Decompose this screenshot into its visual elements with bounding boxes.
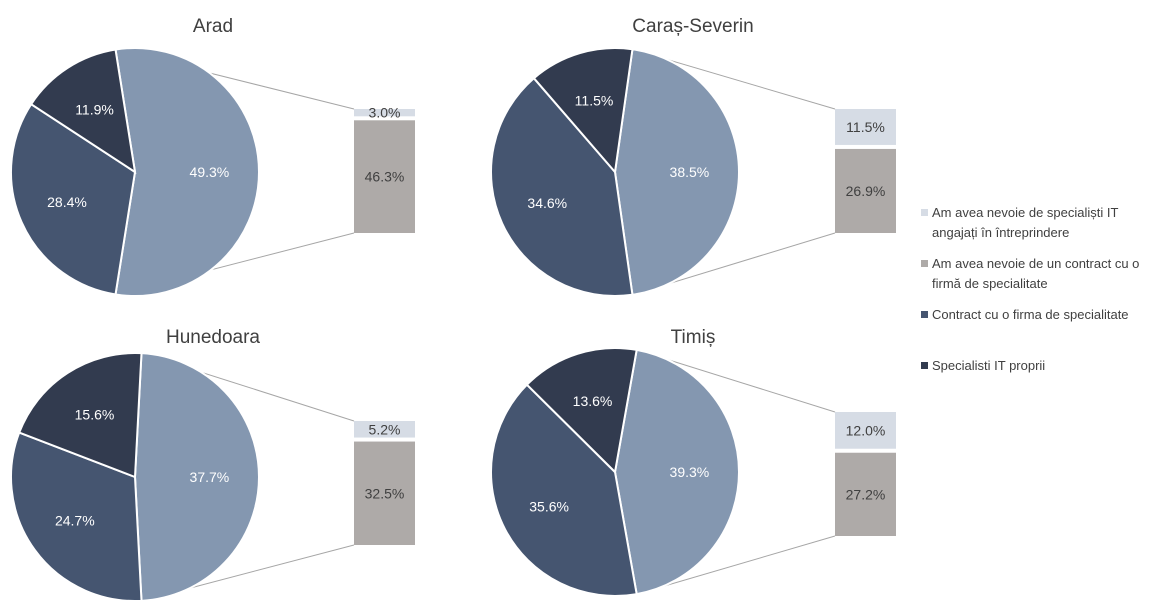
pie-slice-combined-need: [613, 48, 740, 296]
pie-slice-specialisti-it-proprii: [29, 48, 137, 175]
legend-label: Am avea nevoie de un contract cu o: [932, 256, 1139, 271]
bar-segment-nevoie-contract: [835, 452, 896, 536]
pie-slice-combined-need: [613, 348, 741, 596]
bar-segment-label: 11.5%: [846, 119, 885, 135]
bar-segment-label: 27.2%: [846, 486, 886, 502]
bar-segment-label: 32.5%: [365, 485, 405, 501]
bar-segment-label: 26.9%: [846, 183, 886, 199]
bar-segment-label: 5.2%: [369, 421, 401, 437]
legend-item-nevoie-specialisti: Am avea nevoie de specialiști IT angajați…: [921, 205, 1118, 240]
chart-title-timis: Timiș: [671, 327, 716, 348]
legend-label: Am avea nevoie de specialiști IT: [932, 205, 1118, 220]
pie-slice-contract-firma: [490, 76, 634, 297]
legend-label: Contract cu o firma de specialitate: [932, 307, 1129, 322]
bar-segment-nevoie-contract: [835, 148, 896, 233]
pie-slice-label: 28.4%: [47, 194, 87, 210]
chart-title-hunedoara: Hunedoara: [166, 327, 260, 348]
pie-slice-label: 15.6%: [75, 407, 115, 423]
bar-segment-nevoie-contract: [354, 441, 415, 545]
pie-slice-label: 13.6%: [573, 393, 613, 409]
chart-panels: Arad 49.3% 28.4% 11.9% 3.0% 46.3% Caraș-Severi…: [10, 16, 896, 602]
pie-slice-contract-firma: [490, 383, 638, 597]
chart-arad: Arad 49.3% 28.4% 11.9% 3.0% 46.3%: [10, 16, 415, 297]
pie-slice-combined-need: [133, 352, 260, 602]
bar-segment-label: 3.0%: [369, 105, 401, 121]
bar-segment-nevoie-specialisti: [835, 412, 896, 449]
legend-swatch: [921, 362, 928, 369]
pie-slice-label: 37.7%: [190, 469, 230, 485]
pie-slice-label: 38.5%: [670, 164, 710, 180]
legend: Am avea nevoie de specialiști IT angajați…: [921, 205, 1139, 373]
legend-swatch: [921, 260, 928, 267]
pie-slice-specialisti-it-proprii: [525, 347, 638, 475]
pie-slice-label: 11.5%: [575, 93, 614, 109]
bar-segment-label: 46.3%: [365, 169, 405, 185]
legend-item-specialisti-it-proprii: Specialisti IT proprii: [921, 358, 1045, 373]
pie-slice-contract-firma: [10, 431, 143, 602]
pie-slice-label: 35.6%: [529, 499, 569, 515]
pie-slice-combined-need: [114, 47, 260, 297]
pie-slice-specialisti-it-proprii: [532, 47, 634, 175]
bar-segment-nevoie-specialisti: [354, 109, 415, 117]
pie-slice-label: 49.3%: [190, 164, 230, 180]
bar-segment-label: 12.0%: [846, 422, 886, 438]
legend-label: angajați în întreprindere: [932, 225, 1069, 240]
bar-segment-nevoie-specialisti: [354, 421, 415, 438]
legend-label: firmă de specialitate: [932, 276, 1048, 291]
legend-item-nevoie-contract: Am avea nevoie de un contract cu o firmă …: [921, 256, 1139, 291]
pie-slice-label: 34.6%: [527, 195, 567, 211]
pie-slice-specialisti-it-proprii: [17, 352, 143, 479]
pie-slice-label: 11.9%: [75, 102, 114, 118]
legend-item-contract-firma: Contract cu o firma de specialitate: [921, 307, 1129, 322]
chart-timis: Timiș 39.3% 35.6% 13.6% 12.0% 27.2%: [490, 327, 896, 597]
chart-title-arad: Arad: [193, 16, 233, 37]
chart-title-caras-severin: Caraș-Severin: [632, 16, 753, 37]
pie-slice-label: 39.3%: [670, 464, 710, 480]
pie-slice-label: 24.7%: [55, 513, 95, 529]
chart-caras-severin: Caraș-Severin 38.5% 34.6% 11.5% 11.5% 26.9%: [490, 16, 896, 297]
legend-label: Specialisti IT proprii: [932, 358, 1045, 373]
bar-segment-nevoie-specialisti: [835, 109, 896, 145]
legend-swatch: [921, 311, 928, 318]
legend-swatch: [921, 209, 928, 216]
bar-segment-nevoie-contract: [354, 120, 415, 233]
chart-hunedoara: Hunedoara 37.7% 24.7% 15.6% 5.2% 32.5%: [10, 327, 415, 602]
